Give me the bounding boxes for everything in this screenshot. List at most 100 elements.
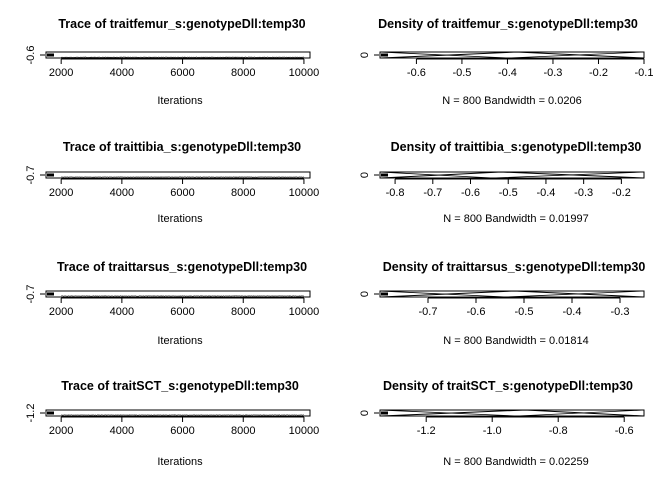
trace-series-line bbox=[60, 295, 304, 297]
density-left-marker bbox=[381, 411, 388, 415]
panel-density-tarsus: Density of traittarsus_s:genotypeDll:tem… bbox=[359, 260, 645, 347]
density-curve bbox=[379, 290, 645, 298]
x-tick-label: 4000 bbox=[110, 425, 134, 437]
panel-trace-tibia: Trace of traittibia_s:genotypeDll:temp30… bbox=[25, 140, 319, 225]
y-tick-label: 0 bbox=[359, 172, 371, 178]
y-tick-label: 0 bbox=[359, 410, 371, 416]
x-tick-label: -0.6 bbox=[461, 187, 480, 199]
density-left-marker bbox=[381, 53, 388, 57]
panel-title: Density of traitfemur_s:genotypeDll:temp… bbox=[378, 17, 638, 31]
plot-frame bbox=[45, 409, 311, 417]
x-tick-label: 2000 bbox=[49, 306, 73, 318]
x-tick-label: 4000 bbox=[110, 187, 134, 199]
panel-title: Trace of traitSCT_s:genotypeDll:temp30 bbox=[61, 379, 299, 393]
y-tick-label: 0 bbox=[359, 52, 371, 58]
x-tick-label: -0.3 bbox=[543, 67, 562, 79]
x-tick-label: 4000 bbox=[110, 306, 134, 318]
x-tick-label: -0.4 bbox=[536, 187, 555, 199]
x-tick-label: -0.4 bbox=[563, 306, 582, 318]
x-tick-label: 10000 bbox=[289, 425, 320, 437]
x-tick-label: 2000 bbox=[49, 425, 73, 437]
density-curve bbox=[379, 171, 645, 179]
x-tick-label: -1.2 bbox=[417, 425, 436, 437]
x-tick-label: -0.4 bbox=[498, 67, 517, 79]
panel-trace-sct: Trace of traitSCT_s:genotypeDll:temp30 I… bbox=[25, 379, 319, 468]
panel-density-femur: Density of traitfemur_s:genotypeDll:temp… bbox=[359, 17, 653, 107]
panel-title: Density of traittarsus_s:genotypeDll:tem… bbox=[383, 260, 646, 274]
x-tick-label: 2000 bbox=[49, 67, 73, 79]
x-tick-label: 10000 bbox=[289, 67, 320, 79]
x-tick-label: 10000 bbox=[289, 187, 320, 199]
x-tick-label: 2000 bbox=[49, 187, 73, 199]
x-axis-label: N = 800 Bandwidth = 0.01997 bbox=[443, 213, 589, 225]
density-curve bbox=[379, 51, 645, 59]
x-tick-label: -0.5 bbox=[515, 306, 534, 318]
x-axis-label: N = 800 Bandwidth = 0.01814 bbox=[443, 335, 589, 347]
panel-title: Trace of traittibia_s:genotypeDll:temp30 bbox=[63, 140, 301, 154]
plot-frame bbox=[45, 290, 311, 298]
x-tick-label: 8000 bbox=[231, 67, 255, 79]
panel-trace-tarsus: Trace of traittarsus_s:genotypeDll:temp3… bbox=[25, 260, 319, 347]
x-tick-label: 6000 bbox=[170, 306, 194, 318]
x-tick-label: 8000 bbox=[231, 425, 255, 437]
y-tick-label: -0.7 bbox=[25, 166, 37, 185]
trace-left-marker bbox=[47, 53, 54, 57]
trace-series-line bbox=[61, 176, 305, 178]
panel-trace-femur: Trace of traitfemur_s:genotypeDll:temp30… bbox=[25, 17, 319, 107]
x-tick-label: 6000 bbox=[170, 187, 194, 199]
plot-frame bbox=[45, 51, 311, 59]
plot-frame bbox=[45, 171, 311, 179]
x-tick-label: -0.2 bbox=[612, 187, 631, 199]
panel-density-tibia: Density of traittibia_s:genotypeDll:temp… bbox=[359, 140, 645, 225]
x-tick-label: -0.8 bbox=[549, 425, 568, 437]
trace-series-line bbox=[60, 56, 305, 58]
panel-title: Density of traitSCT_s:genotypeDll:temp30 bbox=[383, 379, 633, 393]
x-tick-label: -0.5 bbox=[499, 187, 518, 199]
x-tick-label: 6000 bbox=[170, 67, 194, 79]
x-axis-label: Iterations bbox=[157, 456, 203, 468]
x-tick-label: 4000 bbox=[110, 67, 134, 79]
density-curve-secondary bbox=[379, 409, 645, 417]
x-tick-label: -0.2 bbox=[589, 67, 608, 79]
density-left-marker bbox=[381, 292, 388, 296]
x-axis-label: Iterations bbox=[157, 95, 203, 107]
x-tick-label: 8000 bbox=[231, 306, 255, 318]
x-axis-label: N = 800 Bandwidth = 0.0206 bbox=[442, 95, 581, 107]
y-tick-label: -1.2 bbox=[25, 404, 37, 423]
density-curve-secondary bbox=[379, 51, 645, 59]
panel-density-sct: Density of traitSCT_s:genotypeDll:temp30… bbox=[359, 379, 645, 468]
density-curve-secondary bbox=[379, 171, 645, 179]
trace-left-marker bbox=[47, 173, 54, 177]
panel-title: Density of traittibia_s:genotypeDll:temp… bbox=[391, 140, 642, 154]
x-tick-label: -0.3 bbox=[574, 187, 593, 199]
density-curve bbox=[379, 409, 645, 417]
x-tick-label: 10000 bbox=[289, 306, 320, 318]
x-axis-label: Iterations bbox=[157, 213, 203, 225]
trace-left-marker bbox=[47, 292, 54, 296]
trace-left-marker bbox=[47, 411, 54, 415]
x-axis-label: N = 800 Bandwidth = 0.02259 bbox=[443, 456, 589, 468]
x-tick-label: -0.3 bbox=[611, 306, 630, 318]
x-tick-label: -0.6 bbox=[467, 306, 486, 318]
trace-series-line bbox=[61, 414, 305, 416]
density-curve-secondary bbox=[379, 290, 645, 298]
x-axis-label: Iterations bbox=[157, 335, 203, 347]
panel-title: Trace of traitfemur_s:genotypeDll:temp30 bbox=[58, 17, 305, 31]
x-tick-label: -0.8 bbox=[386, 187, 405, 199]
x-tick-label: -0.1 bbox=[635, 67, 654, 79]
x-tick-label: -1.0 bbox=[483, 425, 502, 437]
x-tick-label: -0.6 bbox=[407, 67, 426, 79]
x-tick-label: -0.5 bbox=[452, 67, 471, 79]
panel-title: Trace of traittarsus_s:genotypeDll:temp3… bbox=[57, 260, 307, 274]
density-left-marker bbox=[381, 173, 388, 177]
x-tick-label: -0.6 bbox=[615, 425, 634, 437]
x-tick-label: 6000 bbox=[170, 425, 194, 437]
y-tick-label: -0.7 bbox=[25, 285, 37, 304]
y-tick-label: -0.6 bbox=[25, 46, 37, 65]
x-tick-label: -0.7 bbox=[423, 187, 442, 199]
x-tick-label: -0.7 bbox=[419, 306, 438, 318]
x-tick-label: 8000 bbox=[231, 187, 255, 199]
y-tick-label: 0 bbox=[359, 291, 371, 297]
